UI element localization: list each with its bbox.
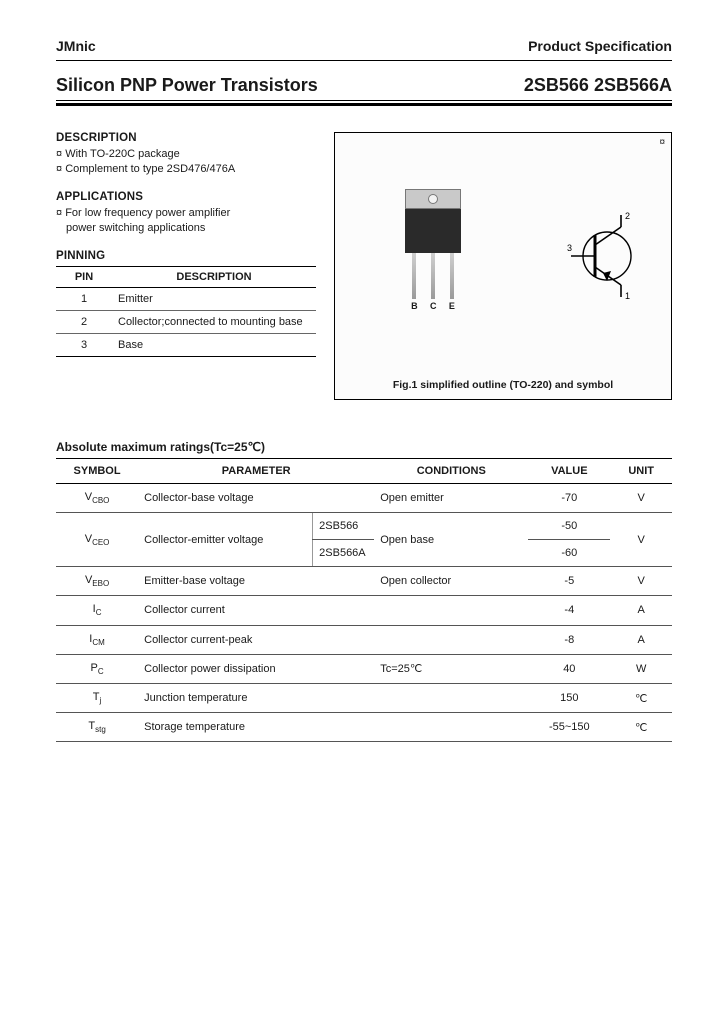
header-bar: JMnic Product Specification: [56, 38, 672, 54]
ratings-heading: Absolute maximum ratings(Tc=25℃): [56, 440, 672, 454]
leg: [431, 253, 435, 299]
overview-row: DESCRIPTION ¤ With TO-220C package ¤ Com…: [56, 132, 672, 400]
description-block: DESCRIPTION ¤ With TO-220C package ¤ Com…: [56, 132, 316, 175]
ratings-row: ICMCollector current-peak-8A: [56, 625, 672, 654]
col-conditions: CONDITIONS: [374, 459, 528, 484]
figure-box: ¤ B C E: [334, 132, 672, 400]
ratings-row: ICCollector current-4A: [56, 596, 672, 625]
ratings-table: SYMBOL PARAMETER CONDITIONS VALUE UNIT V…: [56, 458, 672, 742]
ratings-section: Absolute maximum ratings(Tc=25℃) SYMBOL …: [56, 440, 672, 742]
product-line: Silicon PNP Power Transistors: [56, 75, 318, 96]
col-value: VALUE: [528, 459, 610, 484]
col-parameter: PARAMETER: [138, 459, 374, 484]
pin-desc-header: DESCRIPTION: [112, 267, 316, 288]
ratings-row: VCEOCollector-emitter voltage2SB566Open …: [56, 513, 672, 540]
pinning-block: PINNING PIN DESCRIPTION 1Emitter 2Collec…: [56, 250, 316, 357]
package-tab: [405, 189, 461, 209]
sym-pin-3: 3: [567, 243, 572, 253]
datasheet-page: JMnic Product Specification Silicon PNP …: [0, 0, 720, 782]
package-outline: B C E: [405, 189, 461, 311]
left-column: DESCRIPTION ¤ With TO-220C package ¤ Com…: [56, 132, 316, 400]
pin-row: 1Emitter: [56, 288, 316, 311]
pnp-symbol-svg: 3 2 1: [567, 211, 645, 301]
package-hole: [428, 194, 438, 204]
title-rule-heavy: [56, 103, 672, 106]
applications-item: ¤ For low frequency power amplifier: [56, 207, 316, 219]
ratings-row: TjJunction temperature150℃: [56, 683, 672, 712]
package-legs: [405, 253, 461, 299]
part-numbers: 2SB566 2SB566A: [524, 75, 672, 96]
sym-pin-1: 1: [625, 291, 630, 301]
col-unit: UNIT: [610, 459, 672, 484]
pin-row: 2Collector;connected to mounting base: [56, 311, 316, 334]
ratings-row: VCBOCollector-base voltageOpen emitter-7…: [56, 484, 672, 513]
applications-heading: APPLICATIONS: [56, 191, 316, 203]
applications-item: power switching applications: [56, 222, 316, 234]
package-body: [405, 209, 461, 253]
figure-caption: Fig.1 simplified outline (TO-220) and sy…: [335, 379, 671, 391]
pin-col-header: PIN: [56, 267, 112, 288]
pinning-heading: PINNING: [56, 250, 316, 262]
brand-label: JMnic: [56, 38, 96, 54]
ratings-row: VEBOEmitter-base voltageOpen collector-5…: [56, 567, 672, 596]
applications-block: APPLICATIONS ¤ For low frequency power a…: [56, 191, 316, 234]
doc-type-label: Product Specification: [528, 38, 672, 54]
title-rule-thin: [56, 100, 672, 101]
description-heading: DESCRIPTION: [56, 132, 316, 144]
description-item: ¤ With TO-220C package: [56, 148, 316, 160]
figure-corner-mark: ¤: [659, 137, 665, 148]
pinning-table: PIN DESCRIPTION 1Emitter 2Collector;conn…: [56, 266, 316, 357]
ratings-row: PCCollector power dissipationTc=25℃40W: [56, 654, 672, 683]
col-symbol: SYMBOL: [56, 459, 138, 484]
transistor-symbol: 3 2 1: [567, 211, 645, 306]
description-item: ¤ Complement to type 2SD476/476A: [56, 163, 316, 175]
leg: [412, 253, 416, 299]
ratings-row: TstgStorage temperature-55~150℃: [56, 713, 672, 742]
sym-pin-2: 2: [625, 211, 630, 221]
pin-row: 3Base: [56, 334, 316, 357]
leg-labels: B C E: [405, 301, 461, 311]
leg: [450, 253, 454, 299]
title-bar: Silicon PNP Power Transistors 2SB566 2SB…: [56, 75, 672, 96]
